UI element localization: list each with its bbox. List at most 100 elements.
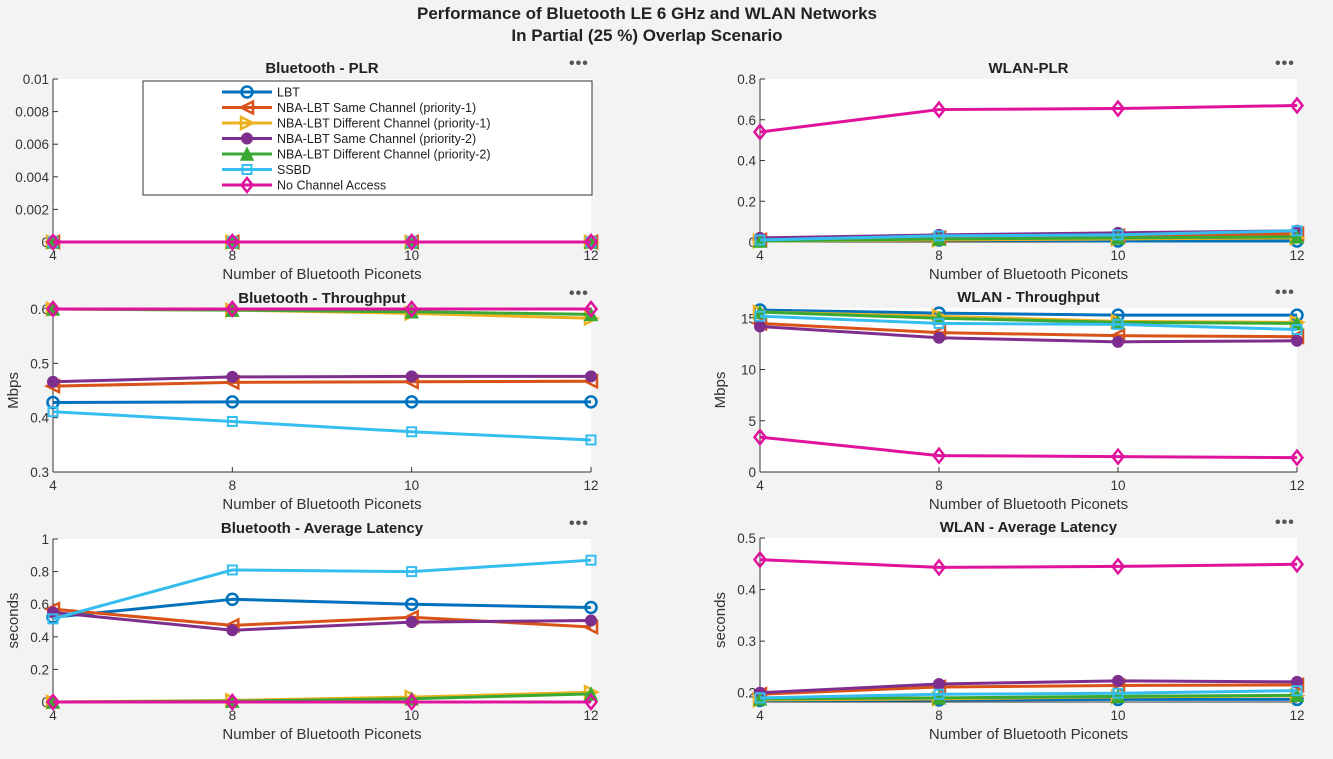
data-point — [931, 446, 947, 465]
more-options-icon[interactable]: ••• — [1275, 55, 1295, 72]
series-ssbd — [47, 406, 597, 446]
data-point — [406, 566, 418, 578]
legend-item-no-channel-access[interactable]: No Channel Access — [222, 175, 386, 195]
data-point — [585, 434, 597, 446]
data-point — [1110, 688, 1126, 704]
figure-title-line2: In Partial (25 %) Overlap Scenario — [511, 26, 782, 45]
legend-item-nba-lbt-different-channel-priority-1[interactable]: NBA-LBT Different Channel (priority-1) — [222, 114, 491, 132]
wlan-plr-axes: WLAN-PLR ••• 0 0.2 0.4 0.6 0.8 4 8 10 12 Number of … — [737, 55, 1306, 283]
series-line — [52, 610, 592, 632]
series-line — [759, 693, 1298, 701]
legend-label: LBT — [277, 86, 300, 100]
data-point — [933, 677, 945, 690]
data-point — [752, 122, 768, 141]
y-tick-label: 0.4 — [737, 154, 756, 169]
data-point — [47, 613, 59, 625]
legend-marker — [239, 175, 255, 195]
series-line — [759, 235, 1298, 243]
more-options-icon[interactable]: ••• — [1275, 284, 1295, 301]
y-tick-label: 0.004 — [15, 170, 49, 185]
data-point — [226, 564, 238, 576]
data-point — [405, 616, 418, 629]
series-ssbd — [754, 225, 1303, 246]
data-point — [45, 299, 61, 319]
data-point — [933, 230, 945, 242]
data-point — [931, 231, 947, 246]
series-line — [759, 308, 1297, 317]
data-point — [1289, 555, 1305, 574]
data-point — [225, 592, 240, 607]
data-point — [933, 331, 945, 344]
series-no-channel-access — [752, 96, 1305, 141]
more-options-icon[interactable]: ••• — [569, 285, 589, 302]
legend-marker — [238, 99, 255, 116]
x-tick-label: 8 — [229, 248, 237, 263]
y-tick-label: 0.008 — [15, 105, 49, 120]
data-point — [752, 428, 768, 447]
y-tick-label: 0.6 — [30, 597, 49, 612]
data-point — [1112, 229, 1124, 241]
y-tick-label: 0.6 — [737, 113, 756, 128]
legend-label: NBA-LBT Same Channel (priority-1) — [277, 101, 476, 115]
legend-item-lbt[interactable]: LBT — [222, 85, 300, 100]
y-axis-label: seconds — [5, 593, 22, 649]
axes-title: WLAN-PLR — [989, 60, 1069, 77]
legend-label: No Channel Access — [277, 179, 386, 193]
data-point — [47, 406, 59, 418]
x-tick-label: 8 — [229, 478, 237, 493]
more-options-icon[interactable]: ••• — [569, 515, 589, 532]
data-point — [225, 232, 240, 252]
legend-item-nba-lbt-same-channel-priority-2[interactable]: NBA-LBT Same Channel (priority-2) — [222, 132, 476, 146]
data-point — [1110, 447, 1126, 466]
data-point — [754, 310, 766, 322]
series-ssbd — [47, 554, 597, 625]
data-point — [45, 692, 61, 712]
plot-area — [53, 309, 591, 472]
data-point — [754, 234, 766, 246]
data-point — [1110, 557, 1126, 576]
series-line — [759, 679, 1298, 695]
series-line — [52, 400, 591, 404]
series-line — [52, 558, 592, 621]
y-axis-label: seconds — [712, 592, 729, 648]
y-tick-label: 10 — [741, 363, 756, 378]
data-point — [226, 370, 239, 383]
y-tick-label: 0.01 — [23, 72, 49, 87]
data-point — [404, 692, 419, 712]
data-point — [583, 299, 599, 319]
axes-title: Bluetooth - PLR — [265, 60, 378, 77]
data-point — [1112, 318, 1124, 330]
x-axis-label: Number of Bluetooth Piconets — [929, 496, 1128, 513]
data-point — [1110, 99, 1126, 118]
legend-label: SSBD — [277, 163, 311, 177]
data-point — [584, 395, 598, 409]
x-tick-label: 8 — [935, 708, 943, 723]
x-tick-label: 10 — [1110, 478, 1125, 493]
axes-title: WLAN - Average Latency — [940, 519, 1118, 536]
x-tick-label: 10 — [1110, 708, 1125, 723]
legend-marker — [241, 132, 253, 145]
y-tick-label: 0.2 — [30, 662, 49, 677]
data-point — [585, 370, 597, 383]
legend-item-nba-lbt-same-channel-priority-1[interactable]: NBA-LBT Same Channel (priority-1) — [222, 99, 476, 116]
x-tick-label: 12 — [1289, 708, 1304, 723]
series-line — [52, 597, 592, 619]
series-no-channel-access — [45, 299, 599, 319]
data-point — [1289, 96, 1305, 115]
data-point — [1112, 687, 1124, 699]
more-options-icon[interactable]: ••• — [569, 55, 589, 72]
series-nba-lbt-same-channel-priority-2 — [47, 370, 597, 388]
legend-label: NBA-LBT Same Channel (priority-2) — [277, 132, 476, 146]
x-axis-label: Number of Bluetooth Piconets — [222, 266, 421, 283]
legend-item-ssbd[interactable]: SSBD — [222, 163, 311, 177]
more-options-icon[interactable]: ••• — [1275, 514, 1295, 531]
legend-item-nba-lbt-different-channel-priority-2[interactable]: NBA-LBT Different Channel (priority-2) — [222, 146, 491, 162]
data-point — [1291, 334, 1303, 347]
data-point — [754, 692, 766, 704]
data-point — [406, 426, 418, 438]
y-tick-label: 0.002 — [15, 202, 49, 217]
x-tick-label: 4 — [756, 478, 764, 493]
data-point — [752, 550, 768, 569]
